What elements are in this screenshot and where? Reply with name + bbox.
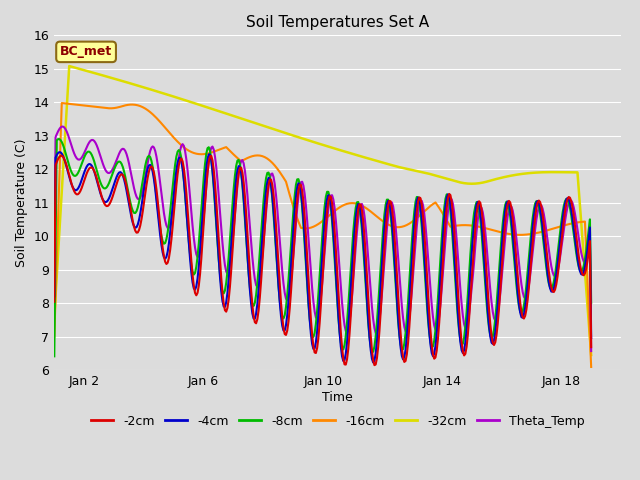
Legend: -2cm, -4cm, -8cm, -16cm, -32cm, Theta_Temp: -2cm, -4cm, -8cm, -16cm, -32cm, Theta_Te…	[86, 410, 589, 432]
Y-axis label: Soil Temperature (C): Soil Temperature (C)	[15, 138, 28, 267]
Title: Soil Temperatures Set A: Soil Temperatures Set A	[246, 15, 429, 30]
Text: BC_met: BC_met	[60, 46, 112, 59]
X-axis label: Time: Time	[323, 391, 353, 404]
